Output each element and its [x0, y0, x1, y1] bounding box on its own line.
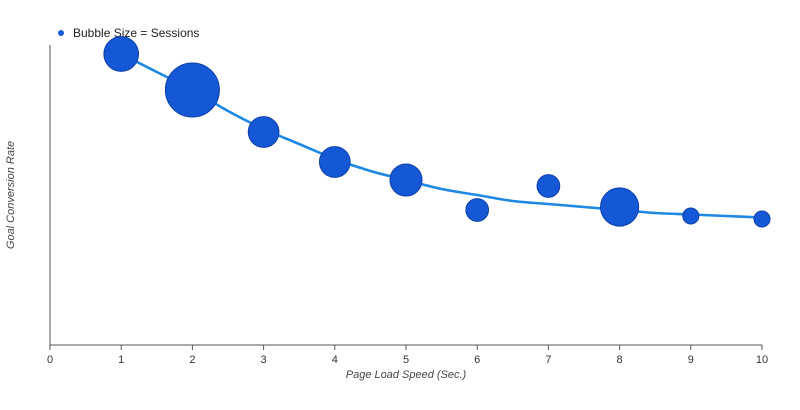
bubble-point: [164, 62, 220, 118]
x-ticks: 0 1 2 3 4 5 6 7 8 9 10: [47, 345, 768, 366]
x-tick-label: 8: [617, 354, 623, 366]
bubble-point: [600, 187, 640, 227]
bubbles: [103, 36, 771, 228]
legend-marker: [58, 30, 64, 36]
y-axis-title: Goal Conversion Rate: [5, 141, 17, 249]
legend: Bubble Size = Sessions: [58, 26, 199, 40]
bubble-point: [247, 116, 280, 148]
bubble-point: [465, 198, 490, 222]
trend-line: [119, 52, 764, 219]
x-tick-label: 0: [47, 354, 53, 366]
bubble-point: [103, 36, 140, 72]
x-tick-label: 3: [261, 354, 267, 366]
x-tick-label: 5: [403, 354, 409, 366]
bubble-point: [389, 163, 423, 197]
x-tick-label: 7: [545, 354, 551, 366]
bubble-point: [753, 210, 771, 228]
x-tick-label: 10: [756, 354, 768, 366]
x-axis-title: Page Load Speed (Sec.): [346, 369, 467, 381]
x-tick-label: 9: [688, 354, 694, 366]
bubble-point: [536, 174, 561, 198]
bubble-point: [682, 207, 700, 225]
x-tick-label: 2: [189, 354, 195, 366]
x-tick-label: 6: [474, 354, 480, 366]
x-tick-label: 4: [332, 354, 338, 366]
bubble-point: [318, 146, 351, 178]
x-tick-label: 1: [118, 354, 124, 366]
legend-label: Bubble Size = Sessions: [73, 26, 199, 40]
